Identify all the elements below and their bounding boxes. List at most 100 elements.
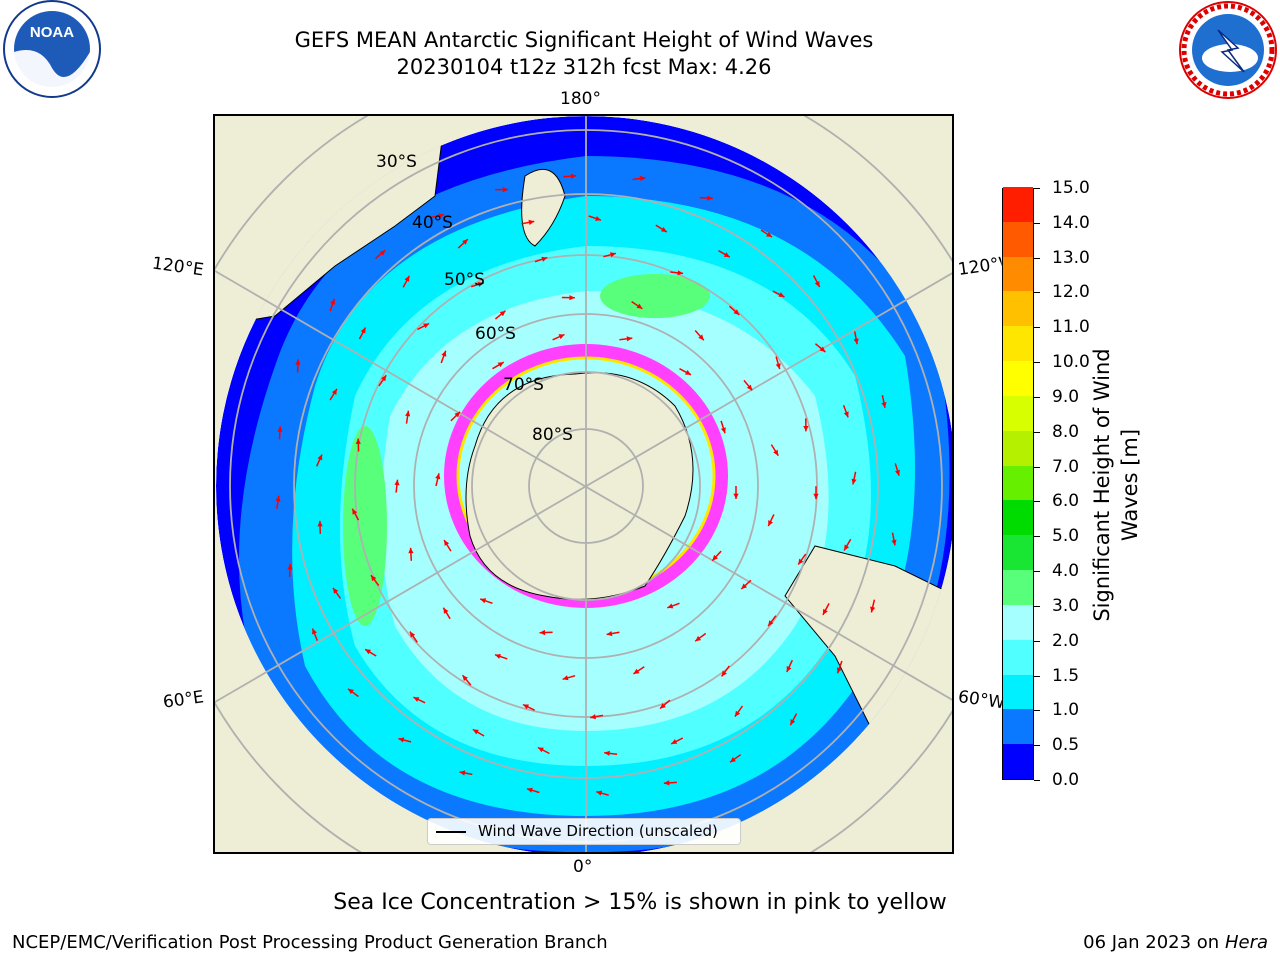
- wind-arrow-head: [355, 438, 361, 444]
- colorbar-tick-label: 11.0: [1052, 317, 1090, 338]
- wind-arrow-head: [404, 275, 410, 282]
- wind-arrow-head: [275, 495, 281, 502]
- colorbar-segment: [1003, 499, 1033, 536]
- wind-arrow-head: [786, 666, 792, 672]
- lat-label-40s: 40°S: [412, 213, 453, 233]
- wind-arrow-head: [895, 469, 900, 476]
- wind-arrow-head: [317, 520, 323, 527]
- wind-arrow-head: [853, 338, 859, 345]
- colorbar-segment: [1003, 569, 1033, 605]
- wind-arrow-head: [822, 608, 828, 615]
- lat-label-30s: 30°S: [376, 152, 417, 172]
- colorbar-tick: [1034, 780, 1040, 781]
- wind-arrow-head: [462, 239, 468, 245]
- wind-arrow-head: [569, 295, 575, 301]
- wind-arrow-head: [423, 323, 430, 329]
- colorbar-segment: [1003, 639, 1033, 675]
- colorbar-segment: [1003, 221, 1033, 257]
- wind-arrow-head: [495, 654, 501, 659]
- colorbar-tick: [1034, 466, 1040, 468]
- nws-logo: [1179, 1, 1277, 99]
- wind-arrow-head: [459, 770, 466, 776]
- colorbar-tick: [1034, 292, 1040, 294]
- corner-land: [215, 116, 952, 852]
- host-name: Hera: [1224, 932, 1268, 953]
- wind-arrow-head: [604, 750, 610, 756]
- colorbar-tick: [1034, 396, 1040, 398]
- wind-arrow-head: [365, 649, 371, 655]
- wind-arrow-head: [333, 587, 339, 594]
- sea-ice-note: Sea Ice Concentration > 15% is shown in …: [333, 890, 947, 915]
- wind-arrow-head: [733, 309, 740, 315]
- wind-arrow-head: [444, 540, 450, 546]
- wind-arrow-head: [870, 606, 876, 613]
- wind-arrow-head: [277, 426, 283, 432]
- colorbar-tick: [1034, 501, 1040, 503]
- wind-arrow-head: [454, 411, 461, 418]
- meridians: [215, 116, 952, 852]
- wind-arrow-head: [814, 281, 820, 287]
- wind-arrow-head: [405, 410, 411, 417]
- lat-label-60s: 60°S: [475, 324, 516, 344]
- colorbar-tick-label: 0.0: [1052, 770, 1080, 790]
- wind-arrow-head: [843, 411, 849, 418]
- colorbar-segment: [1003, 708, 1033, 745]
- colorbar-segment: [1003, 465, 1033, 501]
- wind-arrow-head: [667, 603, 674, 609]
- lat-label-70s: 70°S: [503, 375, 544, 395]
- wind-arrow-head: [438, 213, 445, 219]
- legend-line-icon: [436, 831, 466, 833]
- colorbar-segment: [1003, 290, 1033, 327]
- wind-arrow-head: [317, 454, 323, 461]
- wind-arrow-head: [610, 252, 616, 258]
- colorbar-tick-label: 15.0: [1052, 178, 1090, 198]
- meridian-120e-60w: [215, 270, 952, 701]
- colorbar-tick-label: 14.0: [1052, 212, 1090, 233]
- credit-text: NCEP/EMC/Verification Post Processing Pr…: [12, 932, 608, 953]
- wind-arrow-head: [499, 310, 506, 317]
- wind-arrow-head: [773, 449, 779, 456]
- colorbar-tick-label: 13.0: [1052, 247, 1090, 268]
- colorbar-tick-label: 9.0: [1052, 386, 1080, 407]
- wind-arrow-head: [734, 710, 741, 717]
- wind-arrow-head: [562, 675, 569, 681]
- wind-arrow-head: [541, 256, 548, 262]
- wind-arrow-head: [413, 697, 420, 702]
- wind-arrow-head: [768, 520, 773, 527]
- wind-arrow-head: [698, 334, 704, 341]
- colorbar-segment: [1003, 534, 1033, 571]
- colorbar-tick: [1034, 710, 1040, 712]
- colorbar-tick: [1034, 222, 1040, 224]
- wind-arrow-head: [462, 675, 468, 681]
- wind-arrow-head: [844, 544, 850, 551]
- wind-arrow-head: [671, 739, 678, 744]
- wind-arrow-head: [881, 402, 887, 408]
- wind-arrow-head: [626, 336, 633, 342]
- wind-arrow-head: [685, 370, 691, 375]
- wind-arrow-head: [851, 478, 857, 485]
- wind-arrow-head: [526, 787, 533, 793]
- wind-arrow-head: [408, 547, 414, 554]
- colorbar-tick: [1034, 675, 1040, 677]
- colorbar-segment: [1003, 604, 1033, 640]
- colorbar-tick-label: 8.0: [1052, 421, 1080, 442]
- colorbar-label: Significant Height of Wind Waves [m]: [1090, 348, 1142, 622]
- lat-label-80s: 80°S: [532, 425, 573, 445]
- ocean-band-3.0-4.0-pacific: [600, 274, 710, 318]
- wind-arrow-head: [477, 282, 484, 287]
- wind-arrow-head: [636, 303, 643, 309]
- colorbar-tick: [1034, 605, 1040, 607]
- colorbar-segment: [1003, 325, 1033, 362]
- colorbar-segment: [1003, 430, 1033, 466]
- colorbar-tick-label: 6.0: [1052, 491, 1080, 512]
- noaa-logo: NOAA: [3, 0, 101, 98]
- wind-arrow-head: [766, 231, 773, 237]
- wind-arrow-head: [295, 359, 301, 365]
- colorbar-tick-label: 2.0: [1052, 630, 1080, 651]
- lon-label-0: 0°: [573, 857, 593, 877]
- wind-arrow-head: [497, 362, 504, 368]
- wind-arrow-head: [502, 187, 509, 193]
- lon-label-60e: 60°E: [161, 687, 206, 713]
- noaa-logo-text: NOAA: [30, 24, 74, 41]
- colorbar-tick-label: 1.5: [1052, 665, 1080, 686]
